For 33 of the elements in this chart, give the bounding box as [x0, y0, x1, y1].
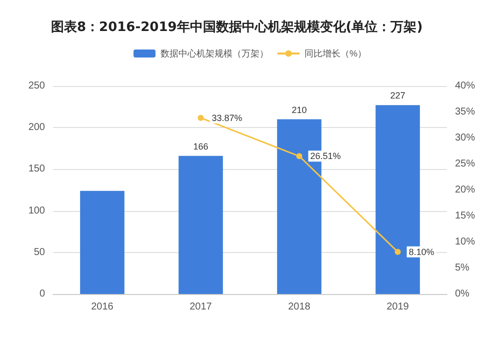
point — [394, 248, 401, 255]
y-tick-label: 0 — [39, 288, 46, 300]
y2-tick-label: 10% — [455, 236, 476, 248]
x-tick-label: 2018 — [288, 302, 311, 312]
y2-tick-label: 20% — [455, 184, 476, 196]
y2-tick-label: 30% — [455, 132, 476, 144]
legend-label: 数据中心机架规模（万架） — [160, 48, 268, 58]
y2-tick-label: 35% — [455, 106, 476, 118]
x-tick-label: 2017 — [190, 302, 212, 312]
x-tick-label: 2019 — [386, 302, 410, 312]
data-label: 26.51% — [310, 151, 341, 162]
y2-tick-label: 25% — [455, 158, 476, 170]
y2-tick-label: 15% — [455, 210, 476, 222]
point — [296, 153, 302, 160]
bar — [178, 156, 223, 294]
bar — [80, 190, 124, 294]
y-tick-label: 50 — [34, 246, 46, 258]
chart-title: 图表8：2016-2019年中国数据中心机架规模变化(单位：万架) — [51, 19, 423, 35]
point — [198, 114, 204, 121]
data-label: 33.87% — [212, 112, 242, 123]
y2-tick-label: 40% — [455, 80, 476, 92]
data-label: 210 — [292, 104, 307, 115]
data-label: 227 — [390, 90, 406, 101]
data-label: 8.10% — [408, 246, 434, 257]
y-tick-label: 250 — [28, 80, 46, 92]
legend-label: 同比增长（%） — [304, 48, 367, 58]
y-tick-label: 100 — [28, 205, 46, 216]
y-tick-label: 150 — [28, 164, 46, 175]
y-tick-label: 200 — [28, 122, 46, 134]
y2-tick-label: 5% — [455, 262, 470, 274]
x-tick-label: 2016 — [91, 302, 114, 312]
data-label: 166 — [193, 141, 208, 152]
y2-tick-label: 0% — [455, 288, 470, 300]
